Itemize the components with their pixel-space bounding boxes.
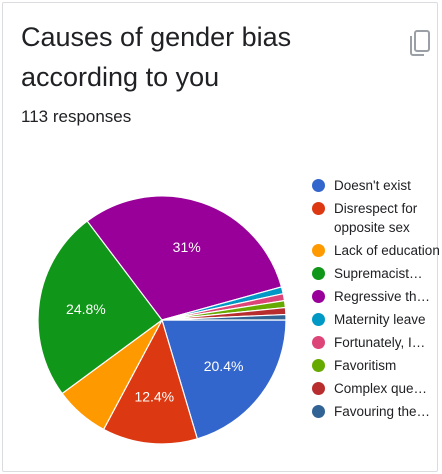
response-count: 113 responses [21,107,132,126]
legend-label: Favouring the… [334,404,431,419]
legend-item[interactable]: Disrespect for opposite sex [310,199,438,237]
legend-label: Disrespect for opposite sex [334,201,418,235]
legend-item[interactable]: Regressive th… [310,287,438,306]
legend-item[interactable]: Lack of education [310,241,440,260]
legend-label: Favoritism [334,358,397,373]
legend-item[interactable]: Favouring the… [310,402,438,421]
legend-label: Complex que… [334,381,428,396]
legend-item[interactable]: Doesn't exist [310,176,438,195]
legend-label: Maternity leave [334,312,426,327]
legend-swatch [312,359,325,372]
copy-icon[interactable] [407,27,433,59]
slice-data-label: 12.4% [134,389,174,405]
legend-swatch [312,336,325,349]
legend-item[interactable]: Fortunately, I… [310,333,438,352]
legend-item[interactable]: Maternity leave [310,310,438,329]
pie-slice[interactable] [161,319,287,440]
legend-swatch [312,267,325,280]
chart-legend: Doesn't exist Disrespect for opposite sex… [310,176,440,425]
legend-swatch [312,179,325,192]
legend-label: Fortunately, I… [334,335,426,350]
slice-data-label: 31% [173,239,201,255]
legend-swatch [312,202,325,215]
legend-swatch [312,290,325,303]
pie-slice[interactable] [102,318,199,445]
legend-item[interactable]: Supremacist… [310,264,438,283]
legend-label: Doesn't exist [334,178,411,193]
pie-slice[interactable] [161,313,287,321]
legend-swatch [312,313,325,326]
legend-label: Lack of education [334,243,440,258]
legend-label: Supremacist… [334,266,423,281]
legend-label: Regressive th… [334,289,431,304]
legend-swatch [312,405,325,418]
legend-swatch [312,244,325,257]
question-title: Causes of gender bias according to you [21,22,292,92]
pie-slice[interactable] [86,195,283,321]
legend-swatch [312,382,325,395]
legend-item[interactable]: Favoritism [310,356,438,375]
pie-slice[interactable] [37,220,163,395]
slice-data-label: 24.8% [66,301,106,317]
legend-item[interactable]: Complex que… [310,379,438,398]
slice-data-label: 20.4% [204,358,244,374]
